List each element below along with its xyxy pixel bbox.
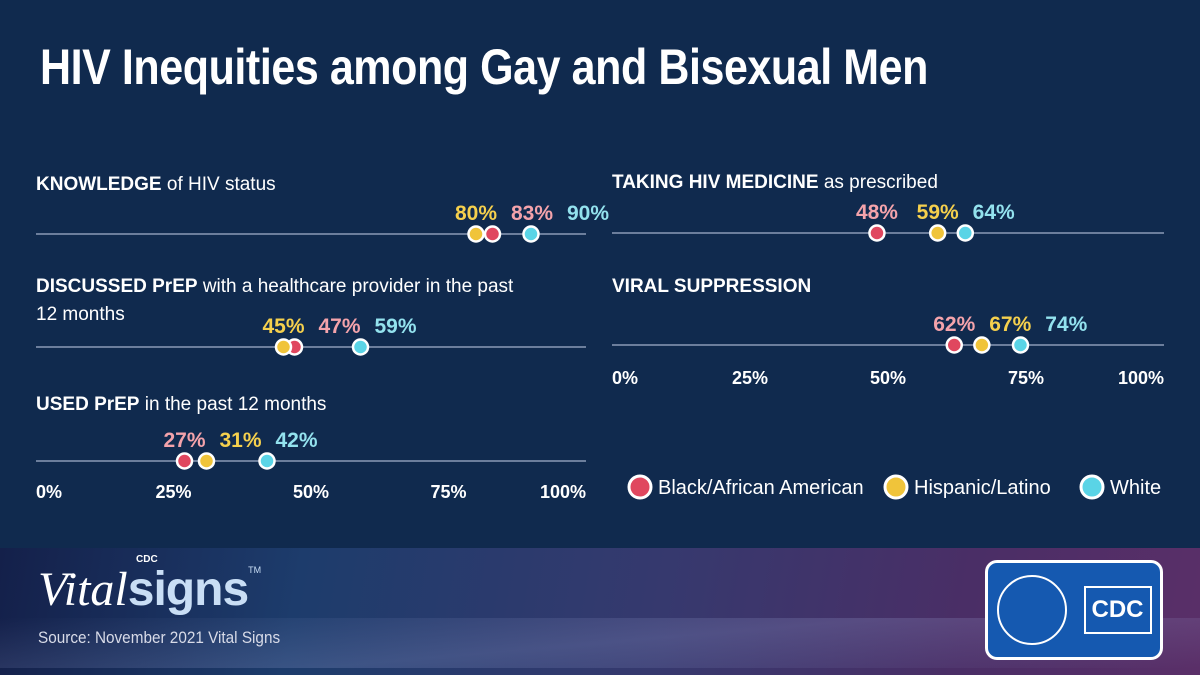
tick-label: 25% bbox=[732, 368, 768, 388]
page-title: HIV Inequities among Gay and Bisexual Me… bbox=[40, 39, 928, 95]
data-label: 48% bbox=[856, 201, 898, 224]
tick-label: 25% bbox=[155, 482, 191, 502]
chart-title-bold: VIRAL SUPPRESSION bbox=[612, 276, 811, 297]
data-point-white bbox=[1011, 336, 1030, 354]
data-label: 47% bbox=[318, 315, 360, 338]
tick-label: 75% bbox=[430, 482, 466, 502]
chart-title: DISCUSSED PrEP with a healthcare provide… bbox=[36, 276, 514, 297]
data-point-hispanic-latino bbox=[973, 336, 991, 354]
data-label: 59% bbox=[917, 201, 959, 224]
tick-label: 75% bbox=[1008, 368, 1044, 388]
legend-label: Black/African American bbox=[658, 477, 864, 499]
data-label: 31% bbox=[219, 429, 261, 452]
tick-label: 0% bbox=[36, 482, 62, 502]
data-label: 42% bbox=[275, 429, 317, 452]
data-label: 45% bbox=[262, 315, 304, 338]
data-label: 74% bbox=[1045, 313, 1087, 336]
data-point-white bbox=[258, 452, 276, 470]
brand-cdc: CDC bbox=[136, 554, 158, 565]
legend: Black/African American Hispanic/Latino Whi… bbox=[627, 474, 1161, 500]
chart-title-bold: USED PrEP bbox=[36, 394, 140, 415]
legend-label: Hispanic/Latino bbox=[914, 477, 1051, 499]
cdc-hhs-logo: CDC bbox=[985, 560, 1163, 660]
data-point-white bbox=[351, 338, 370, 356]
tick-label: 0% bbox=[612, 368, 638, 388]
chart-title: TAKING HIV MEDICINE as prescribed bbox=[612, 172, 938, 193]
legend-swatch bbox=[1079, 474, 1105, 500]
dot-charts: KNOWLEDGE of HIV status 80% 83% 90% DISCUSSE… bbox=[36, 172, 1164, 502]
dot-chart-2: USED PrEP in the past 12 months 27% 31% 42%… bbox=[36, 394, 586, 502]
chart-title-line2: 12 months bbox=[36, 304, 125, 325]
legend-swatch bbox=[627, 474, 653, 500]
brand-signs: signs bbox=[127, 563, 249, 616]
hhs-seal-icon bbox=[996, 575, 1067, 645]
data-point-hispanic-latino bbox=[274, 338, 293, 356]
data-point-hispanic-latino bbox=[467, 225, 485, 243]
source-text: Source: November 2021 Vital Signs bbox=[38, 628, 281, 647]
data-label: 64% bbox=[973, 201, 1015, 224]
brand-tm: TM bbox=[248, 565, 262, 575]
legend-swatch bbox=[883, 474, 909, 500]
data-point-black-african-american bbox=[868, 224, 886, 242]
tick-label: 100% bbox=[540, 482, 586, 502]
brand-vital: Vital bbox=[38, 563, 128, 616]
data-point-white bbox=[522, 225, 540, 243]
chart-title: VIRAL SUPPRESSION bbox=[612, 276, 811, 297]
data-point-black-african-american bbox=[483, 225, 502, 243]
tick-label: 100% bbox=[1118, 368, 1164, 388]
data-label: 59% bbox=[374, 315, 416, 338]
data-label: 83% bbox=[511, 202, 553, 225]
chart-title-bold: KNOWLEDGE bbox=[36, 174, 162, 195]
dot-chart-1: DISCUSSED PrEP with a healthcare provide… bbox=[36, 276, 586, 356]
chart-title-rest: as prescribed bbox=[819, 172, 938, 193]
data-point-hispanic-latino bbox=[928, 224, 947, 242]
legend-label: White bbox=[1110, 477, 1161, 499]
chart-title-bold: DISCUSSED PrEP bbox=[36, 276, 198, 297]
tick-label: 50% bbox=[293, 482, 329, 502]
vital-signs-logo: CDC VitalsignsTM bbox=[38, 555, 262, 616]
cdc-logo-text: CDC bbox=[1083, 586, 1152, 634]
data-label: 62% bbox=[933, 313, 975, 336]
chart-title: USED PrEP in the past 12 months bbox=[36, 394, 326, 415]
data-label: 80% bbox=[455, 202, 497, 225]
dot-chart-0: KNOWLEDGE of HIV status 80% 83% 90% bbox=[36, 174, 609, 243]
data-point-black-african-american bbox=[175, 452, 194, 470]
chart-title: KNOWLEDGE of HIV status bbox=[36, 174, 276, 195]
data-label: 27% bbox=[163, 429, 205, 452]
chart-title-rest: with a healthcare provider in the past bbox=[198, 276, 515, 297]
tick-label: 50% bbox=[870, 368, 906, 388]
data-point-white bbox=[956, 224, 975, 242]
chart-title-bold: TAKING HIV MEDICINE bbox=[612, 172, 819, 193]
chart-title-rest: in the past 12 months bbox=[139, 394, 326, 415]
dot-chart-4: VIRAL SUPPRESSION 62% 67% 74% 0% 25% 50% 75% 100… bbox=[612, 276, 1164, 388]
data-point-black-african-american bbox=[945, 336, 963, 354]
dot-chart-3: TAKING HIV MEDICINE as prescribed 48% 59% 6… bbox=[612, 172, 1164, 242]
data-label: 67% bbox=[989, 313, 1031, 336]
data-point-hispanic-latino bbox=[197, 452, 216, 470]
footer-banner: CDC VitalsignsTM Source: November 2021 Vi… bbox=[0, 548, 1200, 675]
chart-title-rest: of HIV status bbox=[162, 174, 276, 195]
data-label: 90% bbox=[567, 202, 609, 225]
